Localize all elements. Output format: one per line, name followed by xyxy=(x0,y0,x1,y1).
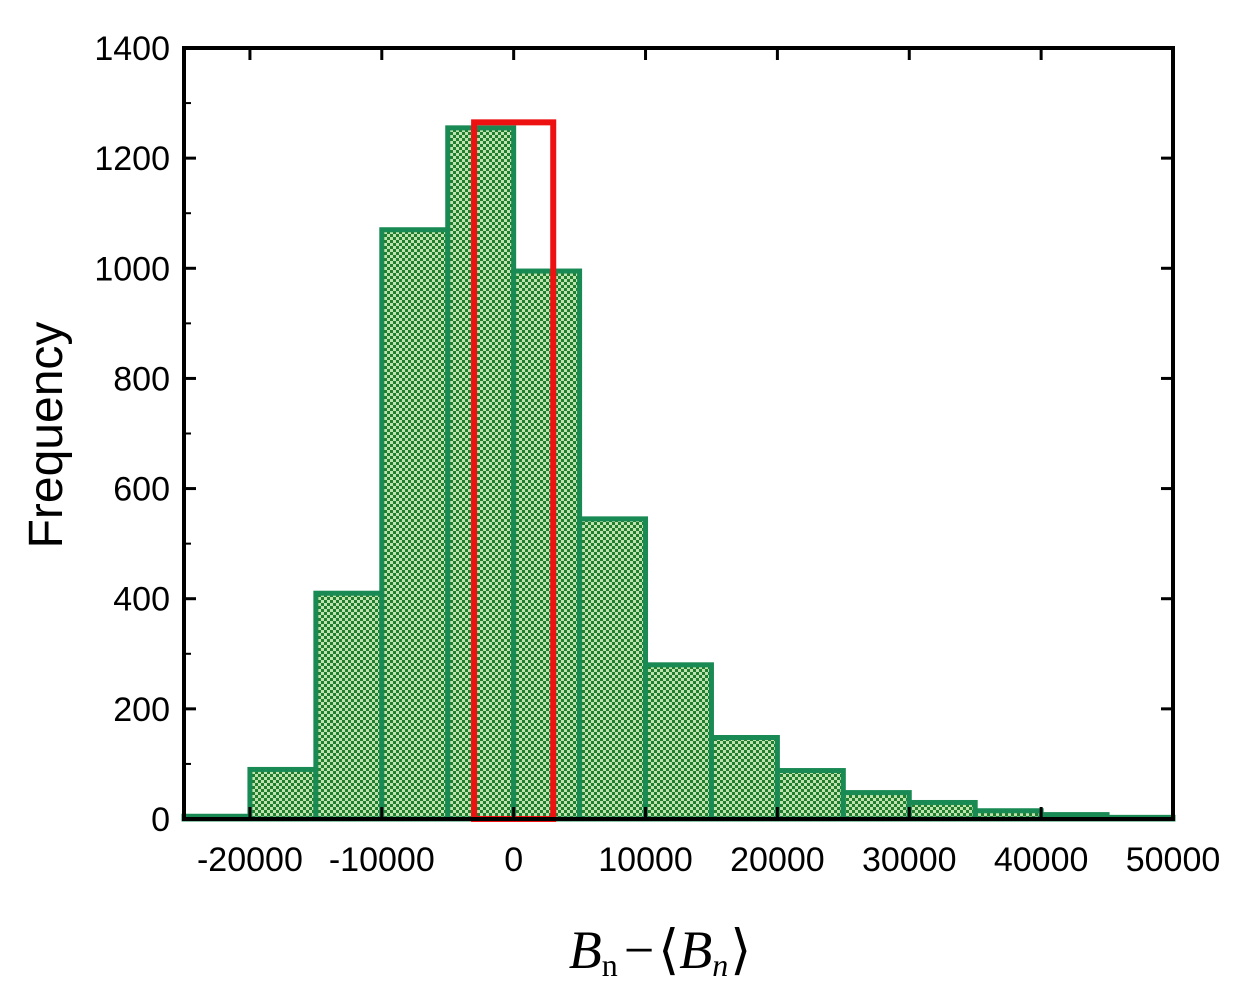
x-label-sub: n xyxy=(602,947,618,983)
green-bar-2 xyxy=(313,590,385,822)
x-tick-label: -20000 xyxy=(197,841,303,879)
green-bar-11 xyxy=(906,799,978,822)
green-bar-7 xyxy=(643,662,714,822)
green-bar-8 xyxy=(708,734,780,822)
x-tick-label: 50000 xyxy=(1126,841,1221,879)
green-bar-3 xyxy=(379,227,451,822)
green-histogram-bars xyxy=(181,125,1176,822)
y-tick-label: 800 xyxy=(113,360,170,398)
green-bar-9 xyxy=(774,768,846,822)
x-label-op: − xyxy=(624,920,654,980)
x-label-base: B xyxy=(569,920,602,980)
x-tick-label: 10000 xyxy=(598,841,693,879)
x-label-sub2: n xyxy=(712,947,728,983)
x-tick-label: 40000 xyxy=(994,841,1089,879)
x-label-lbracket: ⟨ xyxy=(658,920,679,980)
axis-ticks: 0 200 400 600 800 1000 1200 1400 -20000 -10000 0 10… xyxy=(94,30,1220,879)
x-tick-label: 20000 xyxy=(730,841,825,879)
green-bar-1 xyxy=(247,766,319,822)
x-tick-label: -10000 xyxy=(329,841,435,879)
green-bar-10 xyxy=(840,790,912,822)
x-label-rbracket: ⟩ xyxy=(730,920,751,980)
x-tick-label: 30000 xyxy=(862,841,957,879)
plot-frame xyxy=(182,46,1175,821)
x-tick-label: 0 xyxy=(504,841,523,879)
y-tick-label: 400 xyxy=(113,581,170,619)
y-tick-label: 600 xyxy=(113,471,170,509)
y-tick-label: 1400 xyxy=(94,30,170,68)
green-bar-5 xyxy=(511,268,583,822)
y-tick-label: 1200 xyxy=(94,140,170,178)
x-axis-label: Bn −⟨Bn⟩ xyxy=(569,920,752,983)
y-tick-label: 200 xyxy=(113,691,170,729)
x-label-base2: B xyxy=(679,920,712,980)
y-tick-label: 1000 xyxy=(94,250,170,288)
y-axis-label: Frequency xyxy=(20,322,73,549)
green-bar-6 xyxy=(577,516,649,822)
green-bar-4 xyxy=(445,125,517,822)
y-tick-label: 0 xyxy=(151,801,170,839)
